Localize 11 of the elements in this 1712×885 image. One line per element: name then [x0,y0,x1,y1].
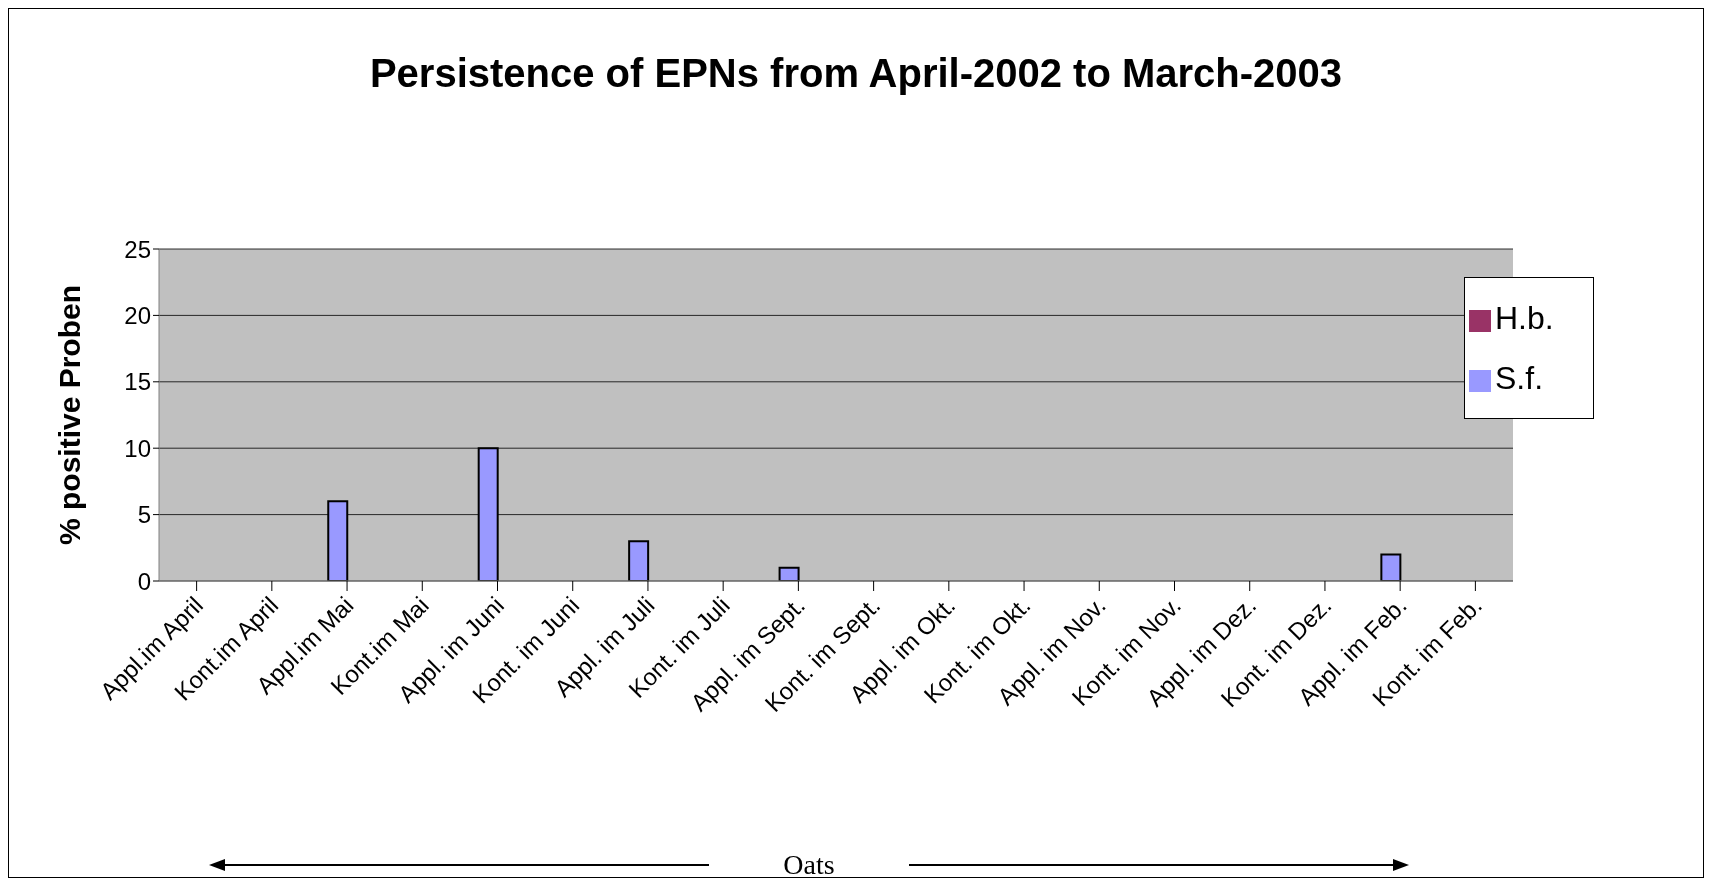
y-tick-label: 15 [124,368,151,396]
y-tick-label: 5 [137,501,151,529]
chart-title: Persistence of EPNs from April-2002 to March-2003 [368,51,1344,96]
y-tick-label: 0 [137,567,151,595]
legend-label: S.f. [1495,360,1544,396]
y-tick-label: 10 [124,434,151,462]
y-axis-title: % positive Proben [52,284,86,546]
legend-label: H.b. [1495,300,1554,336]
x-axis-title: Oats [783,849,835,879]
y-tick-label: 25 [124,235,151,263]
y-tick-label: 20 [124,301,151,329]
